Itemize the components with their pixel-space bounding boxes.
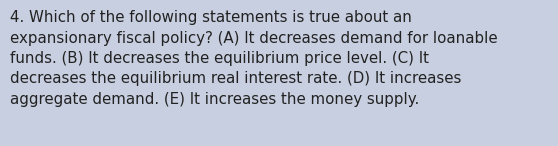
Text: 4. Which of the following statements is true about an
expansionary fiscal policy: 4. Which of the following statements is … [10, 10, 498, 107]
